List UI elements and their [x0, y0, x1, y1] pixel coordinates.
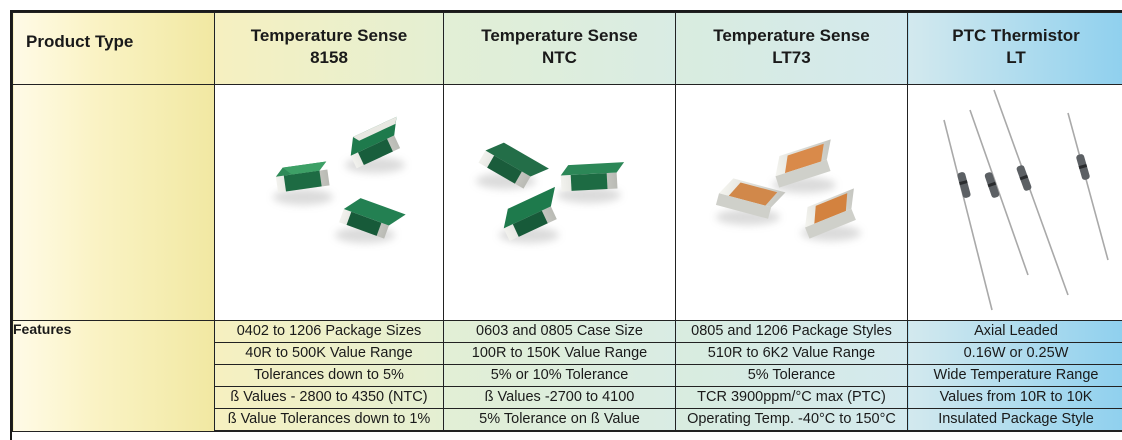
axial-leaded-thermistors-icon — [908, 85, 1122, 318]
product-type-label: Product Type — [13, 13, 214, 52]
feature-item: 100R to 150K Value Range — [444, 343, 675, 365]
feature-item: Axial Leaded — [908, 321, 1122, 343]
feature-item: Wide Temperature Range — [908, 365, 1122, 387]
header-col-title: PTC Thermistor — [908, 25, 1122, 47]
feature-item: 0.16W or 0.25W — [908, 343, 1122, 365]
header-col-model: LT — [908, 47, 1122, 69]
features-col-ntc: 0603 and 0805 Case Size 100R to 150K Val… — [444, 321, 676, 432]
feature-item: ß Values -2700 to 4100 — [444, 387, 675, 409]
feature-item: 0402 to 1206 Package Sizes — [215, 321, 443, 343]
product-image-lt73 — [676, 85, 908, 321]
feature-item: Tolerances down to 5% — [215, 365, 443, 387]
image-row — [13, 85, 1122, 321]
product-image-8158 — [215, 85, 444, 321]
feature-item: TCR 3900ppm/°C max (PTC) — [676, 387, 907, 409]
feature-item: Operating Temp. -40°C to 150°C — [676, 409, 907, 431]
features-label-cell: Features — [13, 321, 215, 432]
header-col-lt: PTC Thermistor LT — [908, 13, 1122, 85]
header-col-title: Temperature Sense — [215, 25, 443, 47]
header-col-model: LT73 — [676, 47, 907, 69]
feature-item: 5% Tolerance — [676, 365, 907, 387]
image-label-cell — [13, 85, 215, 321]
feature-item: 5% Tolerance on ß Value — [444, 409, 675, 431]
header-col-ntc: Temperature Sense NTC — [444, 13, 676, 85]
orange-chip-resistors-icon — [676, 85, 907, 318]
features-col-lt73: 0805 and 1206 Package Styles 510R to 6K2… — [676, 321, 908, 432]
feature-item: 510R to 6K2 Value Range — [676, 343, 907, 365]
feature-item: Values from 10R to 10K — [908, 387, 1122, 409]
product-table: Product Type Temperature Sense 8158 Temp… — [12, 12, 1122, 432]
feature-item: 5% or 10% Tolerance — [444, 365, 675, 387]
green-chip-resistors-icon — [444, 85, 675, 318]
header-col-title: Temperature Sense — [444, 25, 675, 47]
header-col-model: NTC — [444, 47, 675, 69]
header-col-lt73: Temperature Sense LT73 — [676, 13, 908, 85]
features-row: Features 0402 to 1206 Package Sizes 40R … — [13, 321, 1122, 432]
feature-item: 0805 and 1206 Package Styles — [676, 321, 907, 343]
header-col-model: 8158 — [215, 47, 443, 69]
header-col-8158: Temperature Sense 8158 — [215, 13, 444, 85]
header-label-cell: Product Type — [13, 13, 215, 85]
feature-item: 40R to 500K Value Range — [215, 343, 443, 365]
features-col-lt: Axial Leaded 0.16W or 0.25W Wide Tempera… — [908, 321, 1122, 432]
product-comparison-table: Product Type Temperature Sense 8158 Temp… — [10, 10, 1122, 440]
feature-item: ß Values - 2800 to 4350 (NTC) — [215, 387, 443, 409]
feature-item: Insulated Package Style — [908, 409, 1122, 431]
features-col-8158: 0402 to 1206 Package Sizes 40R to 500K V… — [215, 321, 444, 432]
product-image-lt — [908, 85, 1122, 321]
features-label: Features — [13, 321, 71, 337]
green-chip-resistors-icon — [215, 85, 443, 318]
product-image-ntc — [444, 85, 676, 321]
header-col-title: Temperature Sense — [676, 25, 907, 47]
header-row: Product Type Temperature Sense 8158 Temp… — [13, 13, 1122, 85]
feature-item: 0603 and 0805 Case Size — [444, 321, 675, 343]
feature-item: ß Value Tolerances down to 1% — [215, 409, 443, 431]
